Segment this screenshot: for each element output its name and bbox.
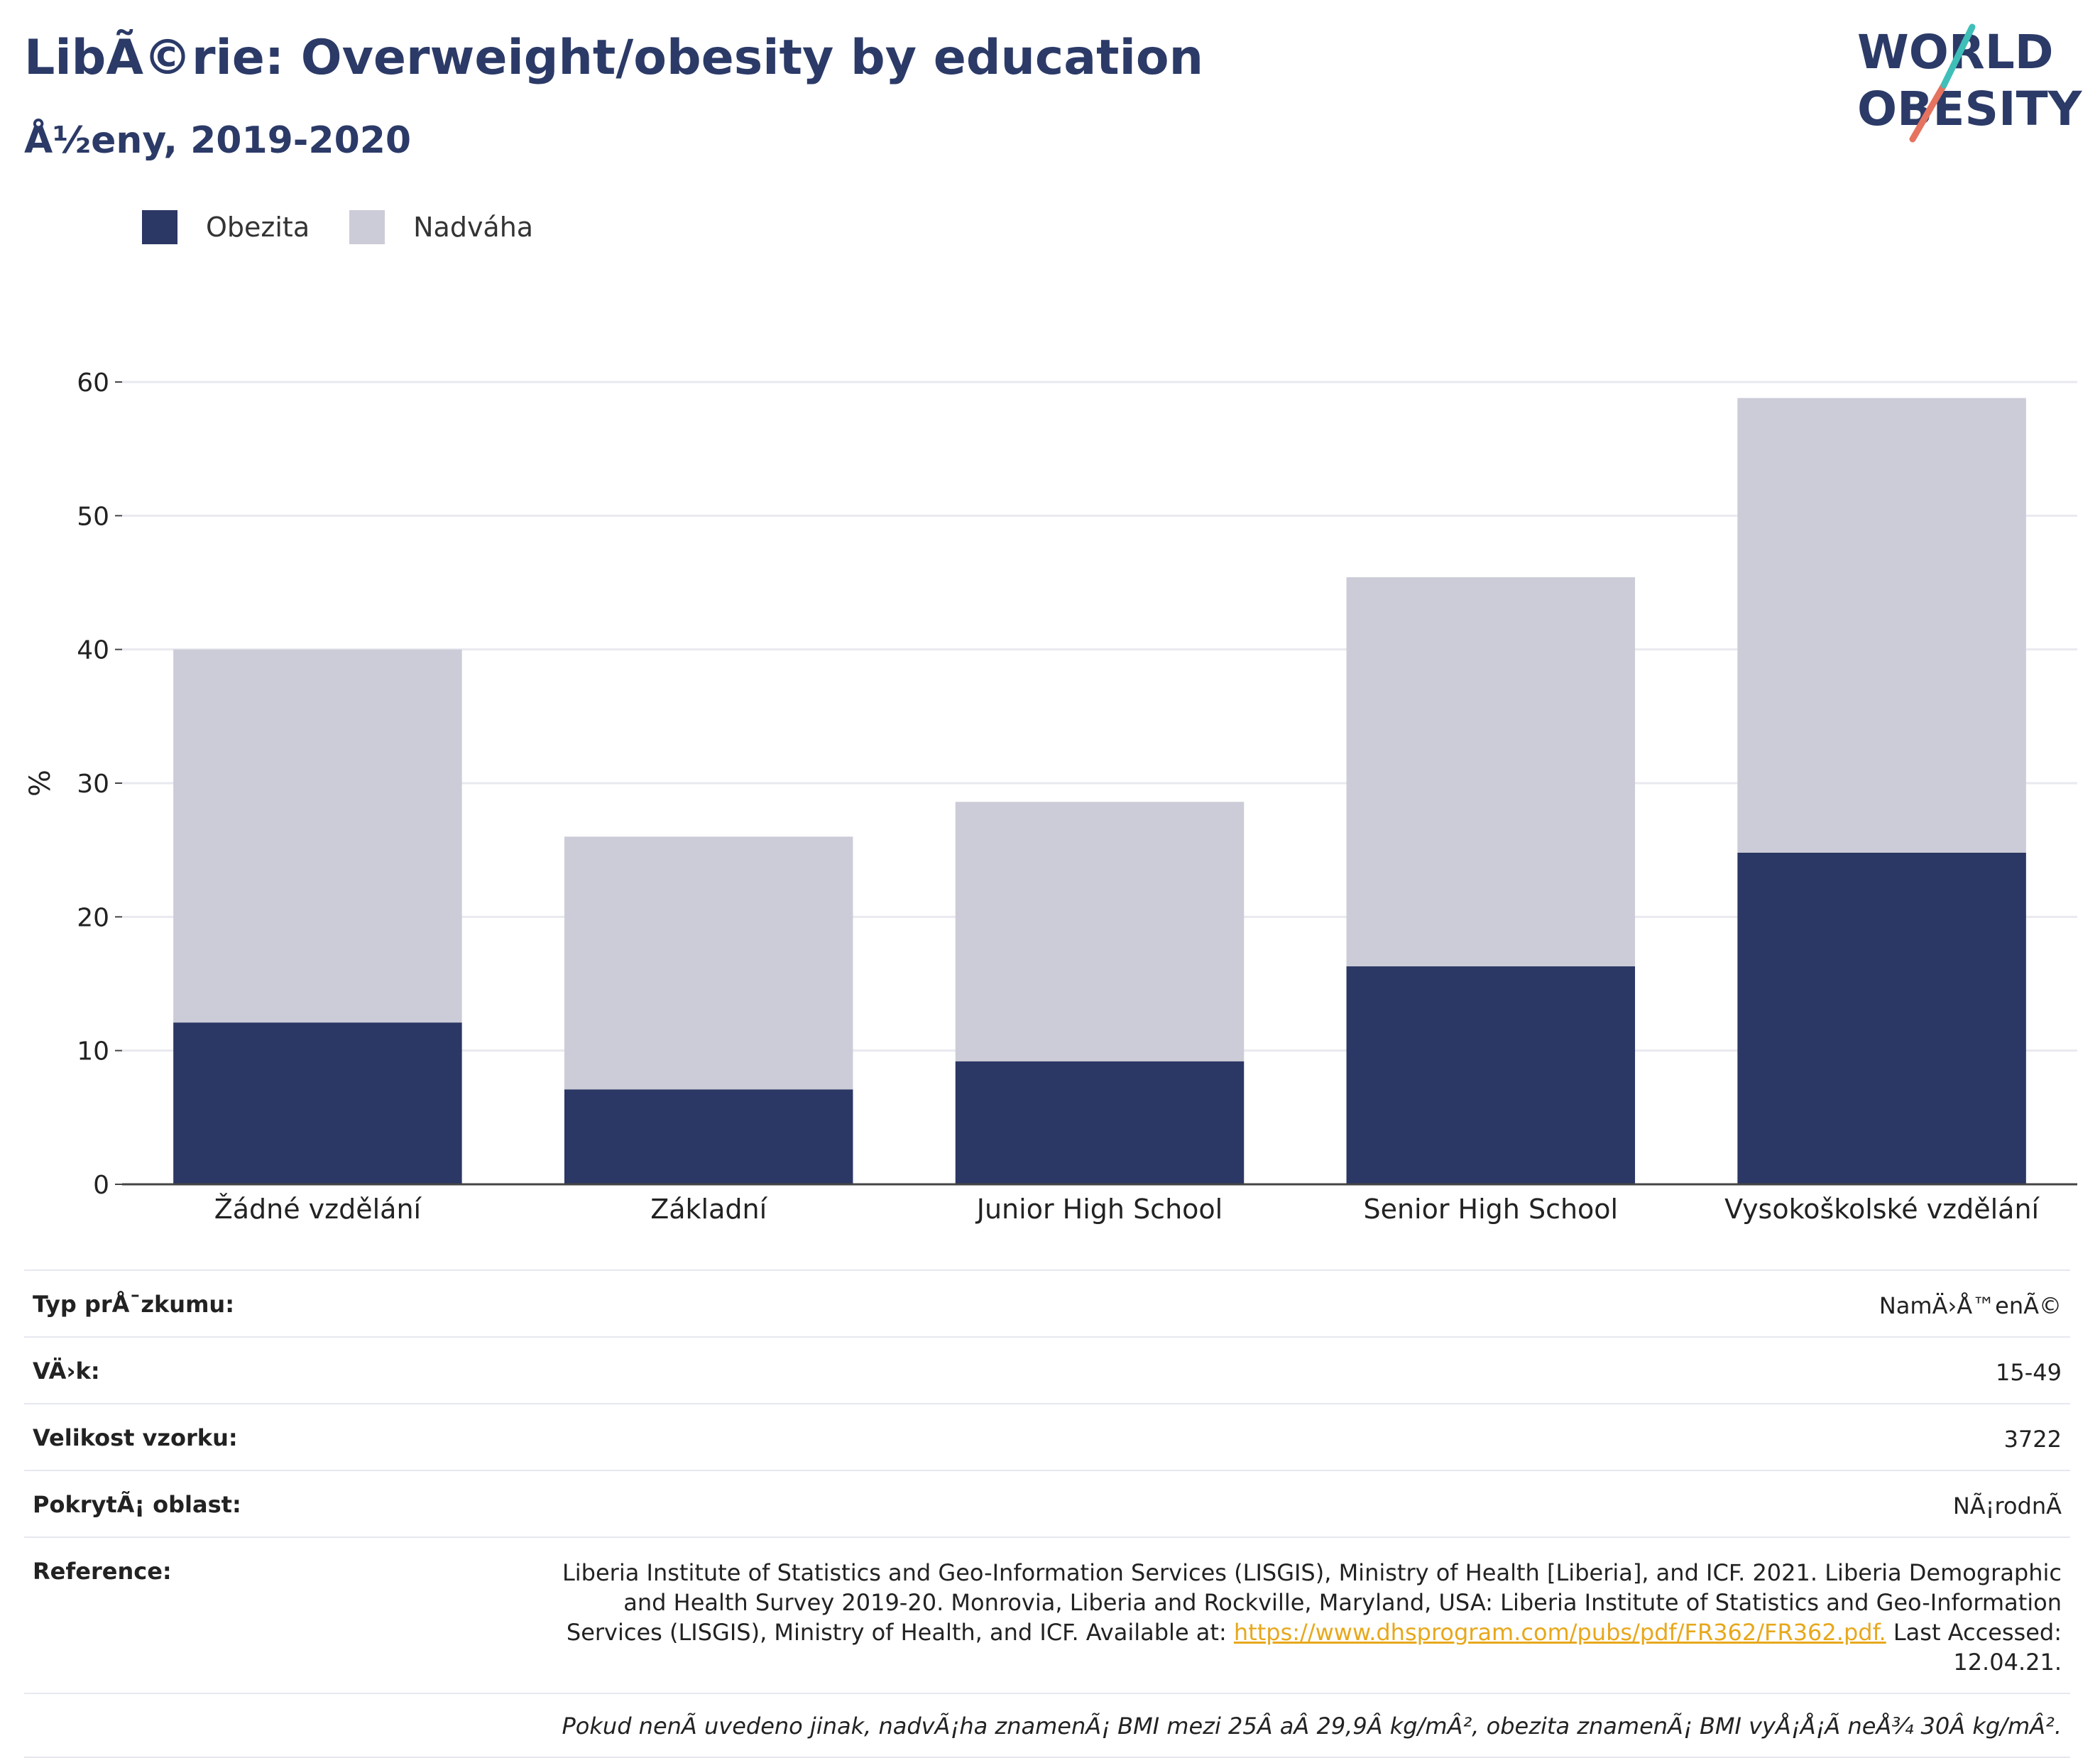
bar-chart: 0 10 20 30 40 50 60% Žádné vzdělání Základní Juni… [24, 368, 2077, 1225]
info-value: NÃ¡rodnÃ [1952, 1492, 2062, 1519]
legend-swatch-obezita [142, 210, 177, 244]
reference-key: Reference: [33, 1558, 172, 1585]
y-tick-label: 0 [93, 1171, 109, 1200]
y-axis-label: % [24, 770, 57, 797]
info-row-age: VÄ›k: 15-49 [24, 1336, 2070, 1403]
info-key: Velikost vzorku: [33, 1424, 238, 1451]
info-row-survey-type: Typ prÅ¯zkumu: NamÄ›Å™enÃ© [24, 1270, 2070, 1336]
world-obesity-logo: WORLD OBESITY [1857, 23, 2083, 143]
info-table: Typ prÅ¯zkumu: NamÄ›Å™enÃ© VÄ›k: 15-49 V… [24, 1270, 2070, 1758]
logo-line2: OBESITY [1857, 82, 2083, 136]
reference-link[interactable]: https://www.dhsprogram.com/pubs/pdf/FR36… [1233, 1619, 1886, 1646]
chart-subtitle: Å½eny, 2019-2020 [24, 119, 412, 162]
legend-swatch-nadvaha [349, 210, 385, 244]
x-tick-label: Žádné vzdělání [214, 1194, 422, 1225]
info-key: Typ prÅ¯zkumu: [33, 1291, 234, 1318]
reference-text-before: Liberia Institute of Statistics and Geo-… [562, 1559, 2062, 1646]
logo-line1: WORLD [1857, 25, 2054, 80]
y-tick-label: 10 [77, 1037, 109, 1066]
info-value: NamÄ›Å™enÃ© [1878, 1292, 2062, 1319]
bar-nadv-ha [564, 836, 853, 1090]
info-row-area-covered: PokrytÃ¡ oblast: NÃ¡rodnÃ [24, 1470, 2070, 1536]
bar-nadv-ha [173, 649, 462, 1023]
y-tick-label: 20 [77, 903, 109, 932]
bar-obezita [564, 1089, 853, 1184]
info-value: 3722 [2003, 1426, 2062, 1453]
chart-legend: Obezita Nadváha [142, 210, 573, 244]
info-key: VÄ›k: [33, 1358, 100, 1385]
y-tick-label: 30 [77, 770, 109, 799]
reference-text: Liberia Institute of Statistics and Geo-… [557, 1558, 2062, 1677]
bar-obezita [173, 1022, 462, 1184]
legend-item-obezita[interactable]: Obezita [142, 210, 310, 244]
footnote: Pokud nenÃ uvedeno jinak, nadvÃ¡ha zname… [24, 1693, 2070, 1758]
x-tick-label: Junior High School [975, 1194, 1223, 1225]
info-key: PokrytÃ¡ oblast: [33, 1491, 241, 1518]
legend-label-obezita: Obezita [206, 212, 310, 243]
bar-obezita [1737, 852, 2026, 1184]
chart-title: LibÃ©rie: Overweight/obesity by educatio… [24, 30, 1204, 86]
bar-obezita [955, 1061, 1245, 1184]
legend-item-nadvaha[interactable]: Nadváha [349, 210, 533, 244]
y-tick-label: 40 [77, 636, 109, 665]
x-tick-label: Senior High School [1363, 1194, 1618, 1225]
y-tick-label: 50 [77, 502, 109, 531]
info-row-sample-size: Velikost vzorku: 3722 [24, 1403, 2070, 1470]
bar-nadv-ha [1346, 577, 1636, 967]
x-tick-label: Vysokoškolské vzdělání [1724, 1194, 2040, 1225]
x-tick-label: Základní [650, 1194, 767, 1225]
y-tick-label: 60 [77, 368, 109, 398]
info-value: 15-49 [1996, 1359, 2062, 1386]
bar-nadv-ha [1737, 398, 2026, 853]
info-row-reference: Reference: Liberia Institute of Statisti… [24, 1536, 2070, 1693]
reference-text-after: Last Accessed: 12.04.21. [1886, 1619, 2062, 1676]
legend-label-nadvaha: Nadváha [413, 212, 534, 243]
bar-obezita [1346, 966, 1636, 1184]
bar-nadv-ha [955, 802, 1245, 1061]
